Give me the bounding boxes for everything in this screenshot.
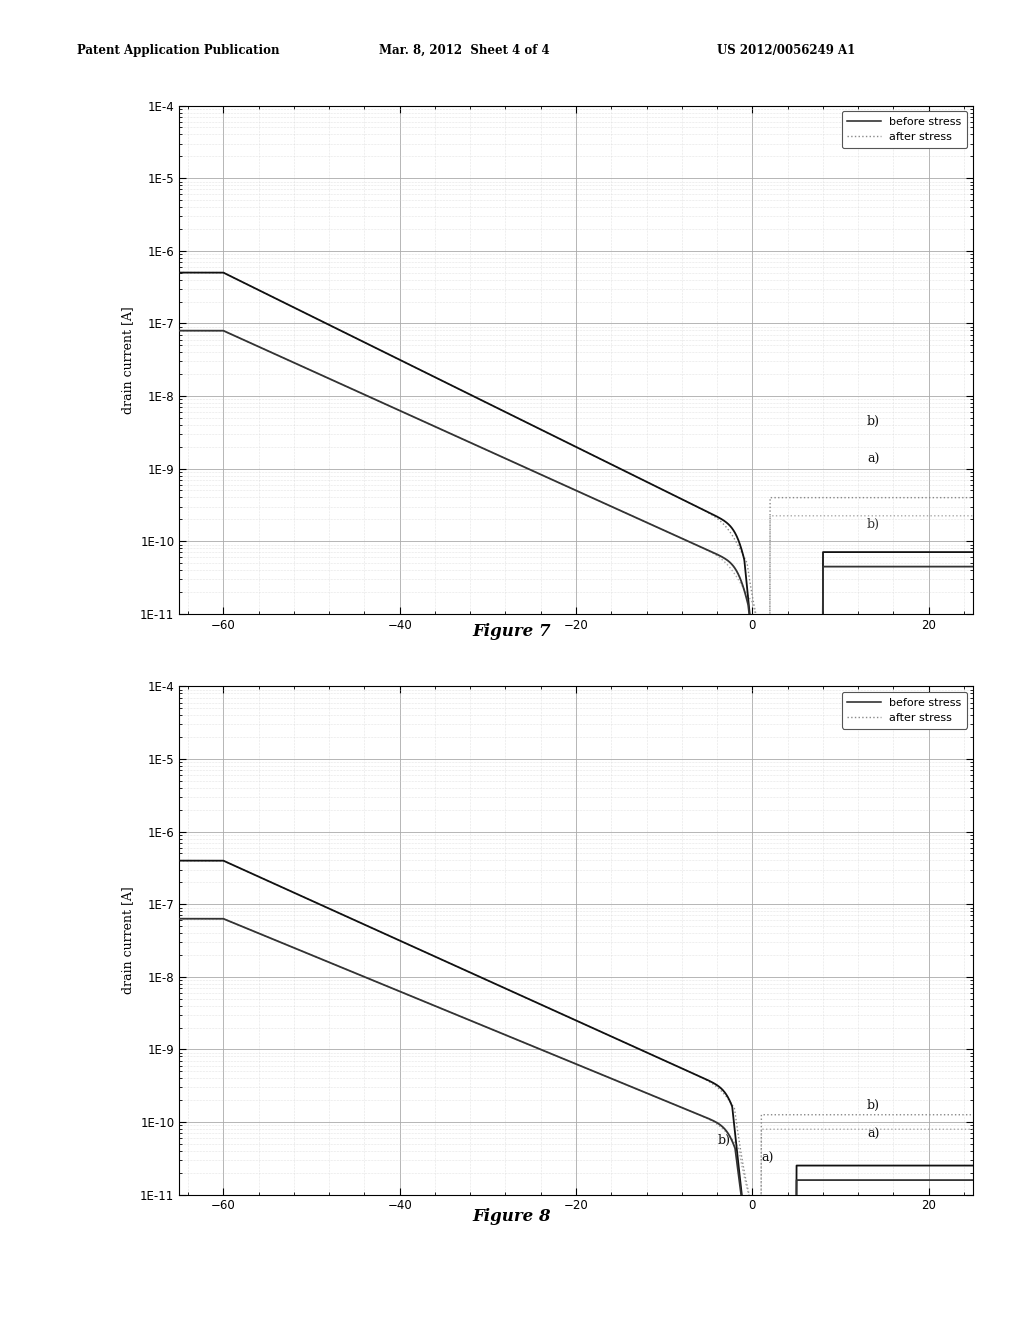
Text: b): b) bbox=[867, 1100, 880, 1113]
Text: Figure 7: Figure 7 bbox=[473, 623, 551, 640]
Text: Figure 8: Figure 8 bbox=[473, 1208, 551, 1225]
Legend: before stress, after stress: before stress, after stress bbox=[842, 692, 968, 729]
Text: b): b) bbox=[867, 519, 880, 532]
Text: Mar. 8, 2012  Sheet 4 of 4: Mar. 8, 2012 Sheet 4 of 4 bbox=[379, 44, 550, 57]
Text: Patent Application Publication: Patent Application Publication bbox=[77, 44, 280, 57]
Legend: before stress, after stress: before stress, after stress bbox=[842, 111, 968, 148]
Text: a): a) bbox=[867, 1129, 880, 1140]
Text: a): a) bbox=[867, 453, 880, 466]
Text: b): b) bbox=[867, 414, 880, 428]
Text: a): a) bbox=[761, 1152, 773, 1166]
Text: b): b) bbox=[717, 1134, 730, 1147]
Y-axis label: drain current [A]: drain current [A] bbox=[122, 306, 134, 413]
Y-axis label: drain current [A]: drain current [A] bbox=[122, 887, 134, 994]
Text: US 2012/0056249 A1: US 2012/0056249 A1 bbox=[717, 44, 855, 57]
